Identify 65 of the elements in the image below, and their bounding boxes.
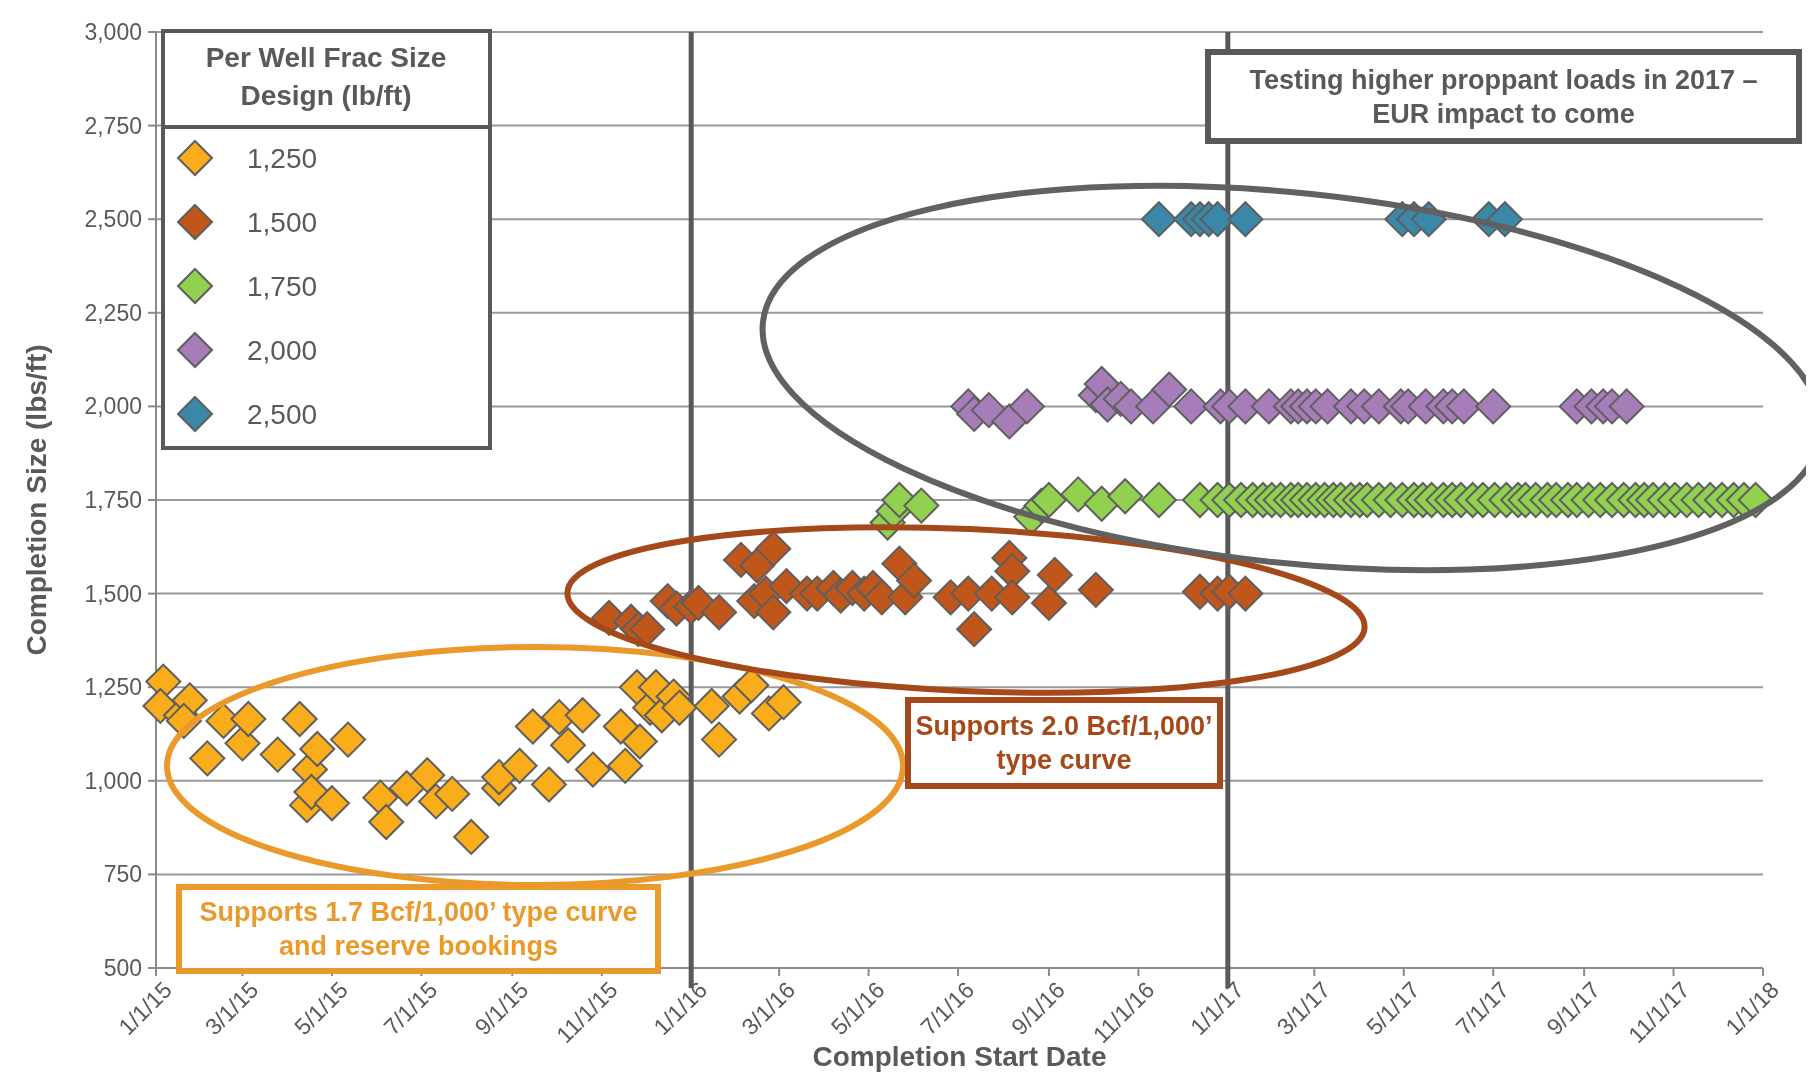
point xyxy=(1140,201,1177,238)
point xyxy=(693,687,730,724)
y-tick-label: 1,750 xyxy=(84,487,142,514)
point xyxy=(501,747,538,784)
point xyxy=(1475,388,1512,425)
y-tick-label: 1,250 xyxy=(84,674,142,701)
point xyxy=(281,701,318,738)
y-tick-label: 3,000 xyxy=(84,19,142,46)
y-tick-label: 1,500 xyxy=(84,580,142,607)
legend-label: 1,250 xyxy=(247,142,318,174)
point xyxy=(409,757,446,794)
point xyxy=(453,818,490,855)
y-tick-label: 2,750 xyxy=(84,112,142,139)
point xyxy=(230,701,267,738)
point xyxy=(701,594,738,631)
point xyxy=(602,708,639,745)
legend-label: 1,750 xyxy=(247,270,318,302)
y-tick-label: 2,250 xyxy=(84,299,142,326)
point xyxy=(1227,575,1264,612)
y-tick-label: 2,500 xyxy=(84,206,142,233)
point xyxy=(970,392,1007,429)
point xyxy=(765,684,802,721)
point xyxy=(991,403,1028,440)
point xyxy=(621,723,658,760)
point xyxy=(564,697,601,734)
point xyxy=(368,803,405,840)
legend-label: 2,500 xyxy=(247,398,318,430)
point xyxy=(189,740,226,777)
annotation: Testing higher proppant loads in 2017 – EUR impact to come xyxy=(1249,64,1758,129)
annotation: Supports 2.0 Bcf/1,000’ type curve xyxy=(915,711,1213,776)
point xyxy=(1227,201,1264,238)
legend-title: Per Well Frac Size Design (lb/ft) xyxy=(205,42,447,111)
point xyxy=(434,775,471,812)
point xyxy=(994,579,1031,616)
legend-label: 1,500 xyxy=(247,206,318,238)
point xyxy=(1077,571,1114,608)
y-tick-label: 1,000 xyxy=(84,767,142,794)
point xyxy=(607,747,644,784)
point xyxy=(739,547,776,584)
point xyxy=(701,721,738,758)
point xyxy=(1608,388,1645,425)
point xyxy=(661,689,698,726)
point xyxy=(388,770,425,807)
annotation: Supports 1.7 Bcf/1,000’ type curve and reserve bookings xyxy=(199,897,638,962)
point xyxy=(313,785,350,822)
legend-label: 2,000 xyxy=(247,334,318,366)
point xyxy=(299,730,336,767)
point xyxy=(530,766,567,803)
point xyxy=(574,751,611,788)
y-axis-title: Completion Size (lbs/ft) xyxy=(21,344,52,656)
point xyxy=(481,759,518,796)
point xyxy=(514,708,551,745)
point xyxy=(1030,584,1067,621)
y-tick-label: 500 xyxy=(103,955,142,982)
point xyxy=(259,736,296,773)
point xyxy=(1151,371,1188,408)
point xyxy=(956,611,993,648)
y-tick-label: 750 xyxy=(103,861,142,888)
point xyxy=(755,594,792,631)
point xyxy=(550,727,587,764)
y-tick-label: 2,000 xyxy=(84,393,142,420)
point xyxy=(1008,388,1045,425)
point xyxy=(1036,556,1073,593)
point xyxy=(896,562,933,599)
point xyxy=(330,721,367,758)
